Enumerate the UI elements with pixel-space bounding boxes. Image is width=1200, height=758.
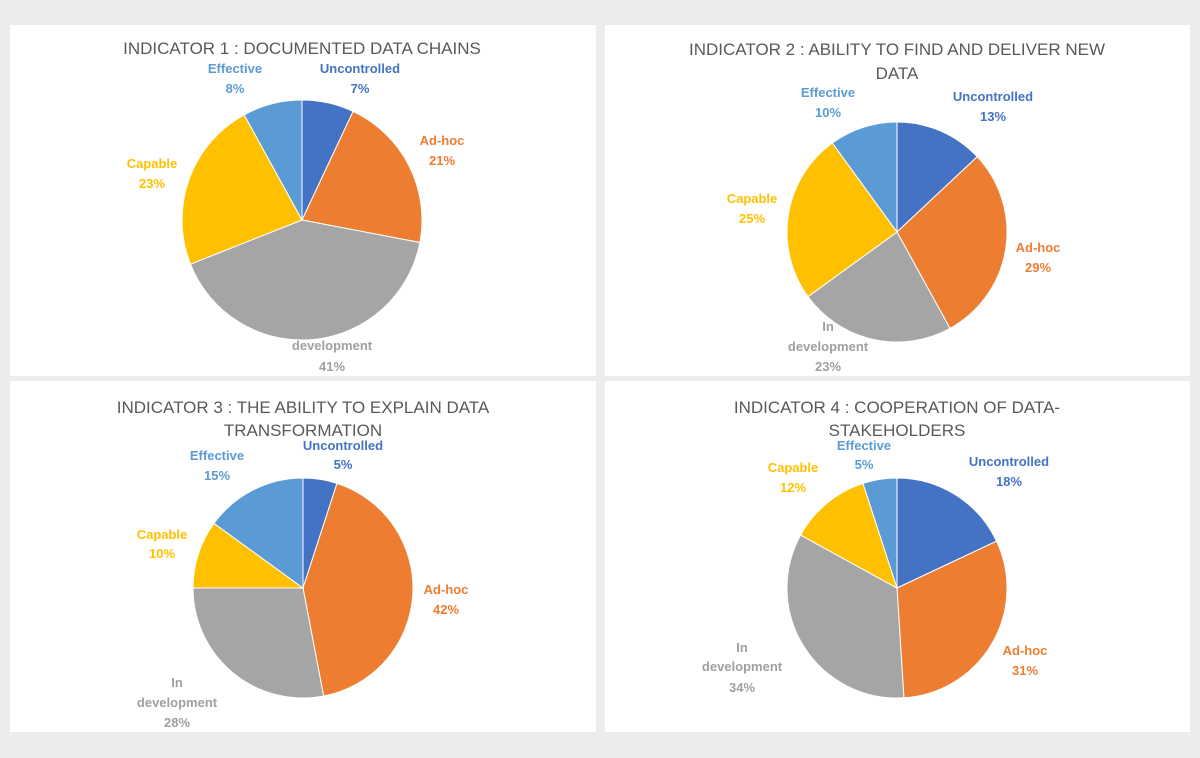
pie-slice-capable: [181, 114, 303, 265]
chart-panel-1: INDICATOR 1 : DOCUMENTED DATA CHAINS Unco…: [10, 25, 596, 376]
pie-slice-ad-hoc: [301, 110, 423, 244]
chart-title: INDICATOR 1 : DOCUMENTED DATA CHAINS: [123, 39, 481, 58]
data-label: 18%: [996, 474, 1022, 489]
data-label: development: [702, 659, 783, 674]
data-label: Uncontrolled: [953, 89, 1033, 104]
data-label: Effective: [208, 61, 262, 76]
chart-title: INDICATOR 4 : COOPERATION OF DATA-: [734, 398, 1060, 417]
pie-slice-effective: [243, 99, 303, 221]
data-label: Ad-hoc: [1003, 643, 1048, 658]
data-label: Uncontrolled: [320, 61, 400, 76]
data-label: In: [736, 640, 748, 655]
data-label: 23%: [815, 359, 841, 374]
data-label: Capable: [768, 460, 819, 475]
data-label: Uncontrolled: [303, 438, 383, 453]
data-label: Capable: [127, 156, 178, 171]
pie-slice-ad-hoc: [896, 540, 1008, 699]
data-label: 5%: [334, 457, 353, 472]
chart-panel-2: INDICATOR 2 : ABILITY TO FIND AND DELIVE…: [605, 25, 1190, 376]
data-label: In: [171, 675, 183, 690]
data-label: 25%: [739, 211, 765, 226]
data-label: 10%: [815, 105, 841, 120]
data-label: 8%: [226, 81, 245, 96]
data-label: Effective: [801, 85, 855, 100]
data-label: 34%: [729, 680, 755, 695]
pie-slice-uncontrolled: [896, 477, 998, 589]
data-label: development: [788, 339, 869, 354]
chart-title: DATA: [876, 64, 919, 83]
data-label: 41%: [319, 359, 345, 374]
pie-slice-effective: [862, 477, 898, 589]
data-label: 12%: [780, 480, 806, 495]
data-label: development: [292, 338, 373, 353]
chart-title: TRANSFORMATION: [224, 421, 382, 440]
pie-slice-ad-hoc: [302, 482, 414, 697]
data-label: Capable: [727, 191, 778, 206]
data-label: development: [137, 695, 218, 710]
data-label: Ad-hoc: [424, 582, 469, 597]
data-label: 5%: [855, 457, 874, 472]
chart-panel-3: INDICATOR 3 : THE ABILITY TO EXPLAIN DAT…: [10, 381, 596, 732]
pie-slice-capable: [786, 142, 898, 298]
data-label: Effective: [190, 448, 244, 463]
data-label: 21%: [429, 153, 455, 168]
data-label: 42%: [433, 602, 459, 617]
chart-title: INDICATOR 2 : ABILITY TO FIND AND DELIVE…: [689, 40, 1105, 59]
data-label: 10%: [149, 546, 175, 561]
data-label: Ad-hoc: [420, 133, 465, 148]
pie-slice-in-development: [807, 231, 951, 343]
data-label: 7%: [351, 81, 370, 96]
data-label: 31%: [1012, 663, 1038, 678]
data-label: 15%: [204, 468, 230, 483]
data-label: 28%: [164, 715, 190, 730]
pie-slice-in-development: [192, 587, 325, 699]
chart-title: STAKEHOLDERS: [829, 421, 966, 440]
pie-slice-ad-hoc: [896, 155, 1008, 330]
data-label: Effective: [837, 438, 891, 453]
data-label: 29%: [1025, 260, 1051, 275]
pie-slice-effective: [831, 121, 898, 234]
data-label: 13%: [980, 109, 1006, 124]
pie-slice-effective: [213, 477, 304, 589]
chart-title: INDICATOR 3 : THE ABILITY TO EXPLAIN DAT…: [117, 398, 490, 417]
data-label: 23%: [139, 176, 165, 191]
data-label: Uncontrolled: [969, 454, 1049, 469]
data-label: Capable: [137, 527, 188, 542]
chart-panel-4: INDICATOR 4 : COOPERATION OF DATA- STAKEH…: [605, 381, 1190, 732]
pie-slice-in-development: [189, 219, 421, 341]
data-label: Ad-hoc: [1016, 240, 1061, 255]
pie-slice-uncontrolled: [896, 121, 978, 234]
pie-slice-capable: [799, 482, 898, 590]
data-label: In: [822, 319, 834, 334]
